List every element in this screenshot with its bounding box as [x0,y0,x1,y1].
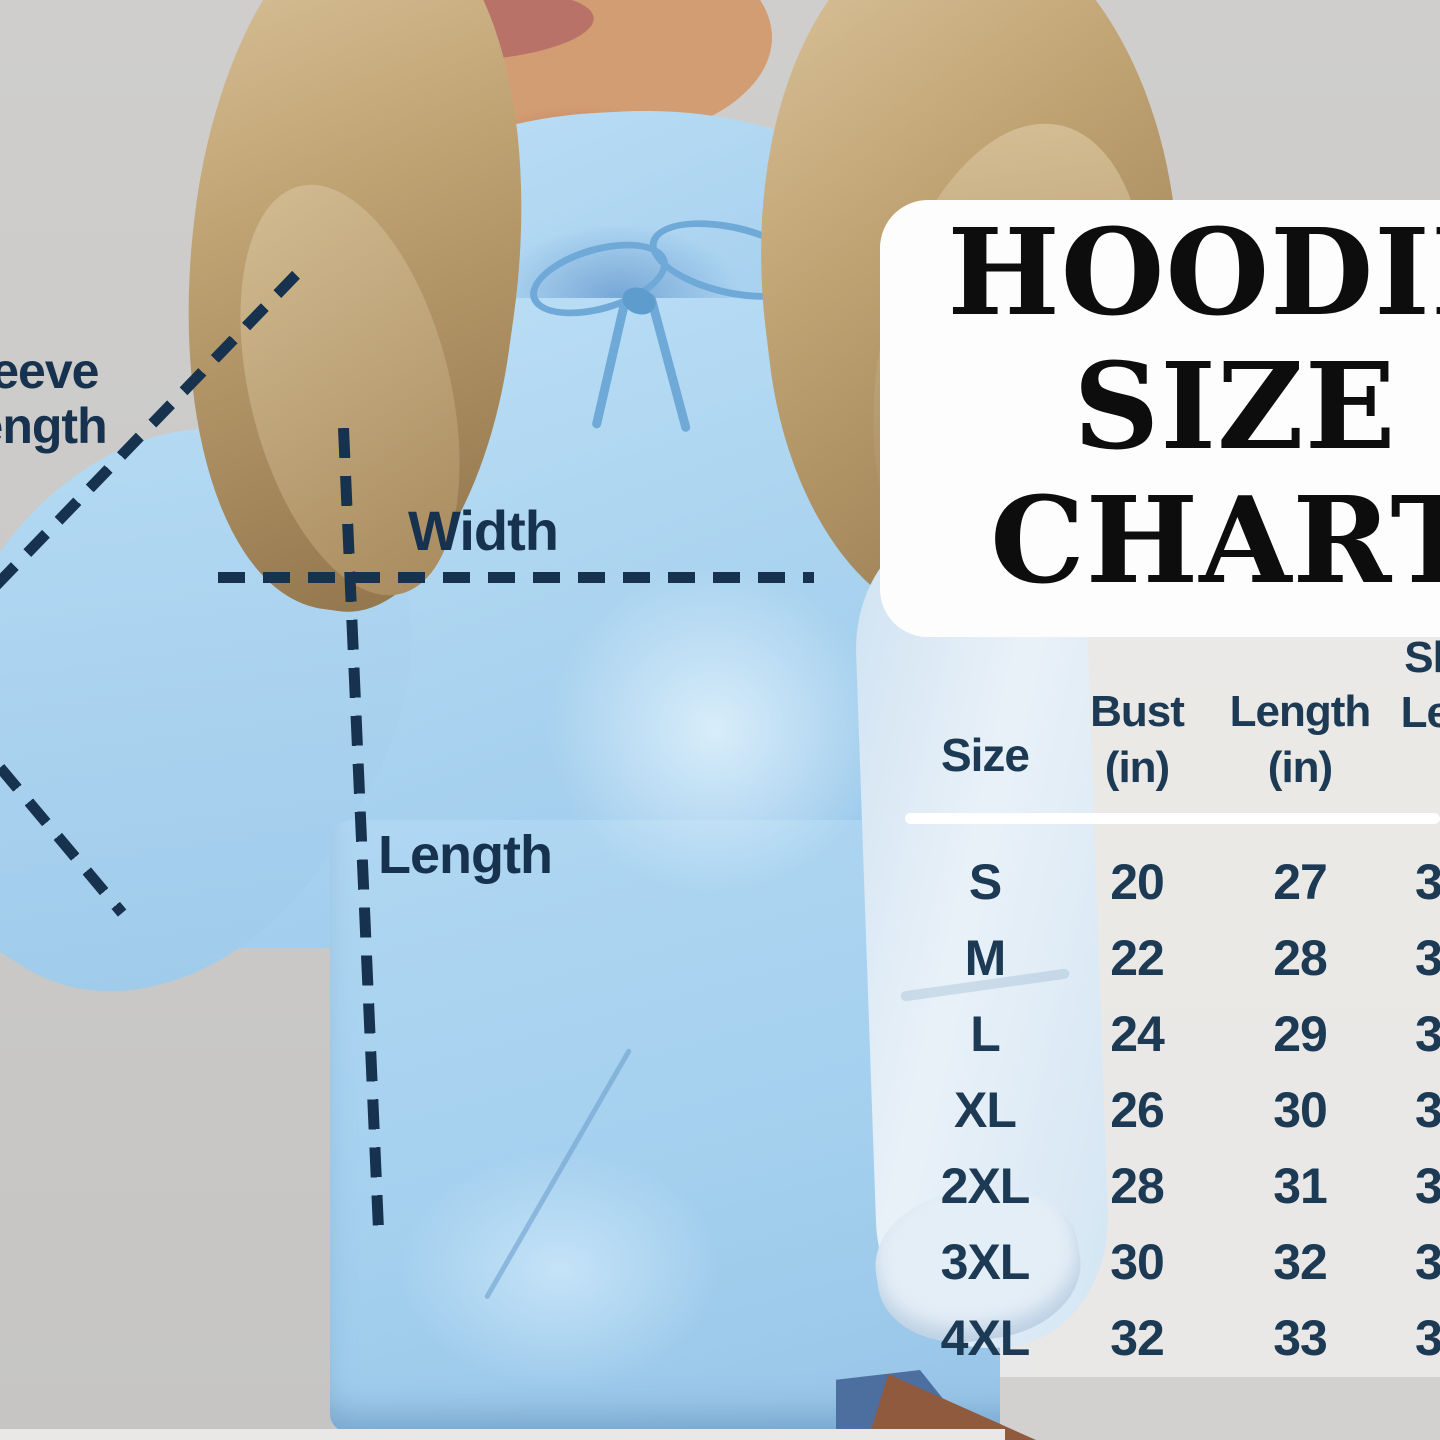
cell-sleeve: 3 [1415,1234,1440,1290]
title-card [880,200,1440,637]
table-row: S 20 27 3 [0,854,1440,910]
cell-length: 30 [1273,1082,1328,1138]
table-row: M 22 28 3 [0,930,1440,986]
cell-bust: 32 [1110,1310,1165,1366]
cell-length: 32 [1273,1234,1328,1290]
wall-below-panel [1000,1377,1440,1440]
sleeve-label-line1: Sleeve [0,343,99,399]
cell-size: 4XL [940,1310,1031,1366]
bust-header-line2: (in) [1104,743,1170,792]
cell-bust: 22 [1110,930,1165,986]
length-label: Length [378,825,553,885]
width-label: Width [408,499,559,562]
sleeve-length-label: Sleeve Length [0,344,166,454]
title-line-2: SIZE [1073,337,1397,477]
width-measure-line [218,572,814,583]
cell-length: 28 [1273,930,1328,986]
table-row: XL 26 30 3 [0,1082,1440,1138]
cell-sleeve: 3 [1415,930,1440,986]
cell-size: 2XL [940,1158,1031,1214]
cell-sleeve: 3 [1415,854,1440,910]
cell-bust: 30 [1110,1234,1165,1290]
sleeve-header-line2: Length [1400,688,1440,737]
column-header-sleeve-length: Sleeve Length (in) [1386,630,1440,795]
sleeve-label-line2: Length [0,398,108,454]
cell-size: 3XL [940,1234,1031,1290]
column-header-bust: Bust (in) [1057,684,1217,796]
cell-length: 27 [1273,854,1328,910]
length-header-line1: Length [1229,687,1372,736]
cell-size: L [970,1006,1001,1062]
length-header-line2: (in) [1267,743,1333,792]
sleeve-header-line1: Sleeve [1404,633,1440,682]
page-title: HOODIE SIZE CHART [880,206,1440,636]
column-header-length: Length (in) [1220,684,1380,796]
sleeve-header-line3: (in) [1386,740,1440,795]
cell-bust: 20 [1110,854,1165,910]
table-row: L 24 29 3 [0,1006,1440,1062]
table-row: 4XL 32 33 3 [0,1310,1440,1366]
table-row: 3XL 30 32 3 [0,1234,1440,1290]
cell-size: M [964,930,1007,986]
cell-size: S [968,854,1002,910]
bust-header-line1: Bust [1090,687,1185,736]
table-row: 2XL 28 31 3 [0,1158,1440,1214]
title-line-1: HOODIE [947,203,1440,343]
cell-bust: 26 [1110,1082,1165,1138]
title-line-3: CHART [990,471,1440,611]
cell-sleeve: 3 [1415,1082,1440,1138]
cell-size: XL [954,1082,1017,1138]
cell-sleeve: 3 [1415,1006,1440,1062]
floor-strip [0,1429,1005,1440]
cell-length: 33 [1273,1310,1328,1366]
cell-sleeve: 3 [1415,1158,1440,1214]
cell-length: 29 [1273,1006,1328,1062]
table-header-separator [905,813,1440,824]
cell-length: 31 [1273,1158,1328,1214]
cell-bust: 28 [1110,1158,1165,1214]
cell-bust: 24 [1110,1006,1165,1062]
column-header-size: Size [940,729,1030,781]
cell-sleeve: 3 [1415,1310,1440,1366]
